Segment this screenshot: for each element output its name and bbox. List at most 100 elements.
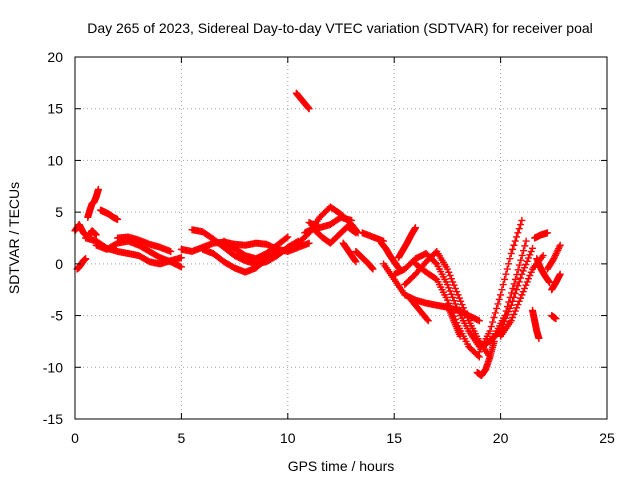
data-point xyxy=(424,317,432,325)
data-point xyxy=(514,229,522,237)
data-point xyxy=(449,278,457,286)
data-point xyxy=(443,281,451,289)
series-arc-p xyxy=(339,239,360,266)
data-point xyxy=(498,286,506,294)
data-point xyxy=(454,291,462,299)
data-point xyxy=(518,270,526,278)
data-point xyxy=(510,310,518,318)
y-axis-ticks: -15 -10 -5 0 5 10 15 20 xyxy=(43,49,607,427)
y-tick-label: -5 xyxy=(51,308,64,324)
series-arc-k xyxy=(220,233,292,263)
chart-title: Day 265 of 2023, Sidereal Day-to-day VTE… xyxy=(87,20,593,36)
data-point xyxy=(445,268,453,276)
series-arc-d xyxy=(97,206,122,223)
data-point xyxy=(457,297,465,305)
data-point xyxy=(518,251,526,259)
data-point xyxy=(507,250,515,258)
y-tick-label: 15 xyxy=(47,101,63,117)
data-point xyxy=(272,248,280,256)
data-point xyxy=(525,254,533,262)
data-point xyxy=(450,297,458,305)
data-point xyxy=(523,278,531,286)
x-tick-label: 15 xyxy=(386,430,402,446)
data-point xyxy=(453,303,461,311)
series-arc-aj xyxy=(548,270,564,294)
y-tick-label: 5 xyxy=(55,204,63,220)
data-point xyxy=(523,257,531,265)
data-point xyxy=(519,247,527,255)
data-point xyxy=(507,301,515,309)
data-point xyxy=(513,304,521,312)
data-point xyxy=(509,284,517,292)
data-point xyxy=(167,247,175,255)
data-point xyxy=(456,332,464,340)
series-arc-v xyxy=(390,250,483,351)
data-point xyxy=(82,255,90,263)
data-point xyxy=(521,284,529,292)
data-point xyxy=(522,281,530,289)
data-point xyxy=(526,251,534,259)
series-arc-q xyxy=(358,229,388,245)
data-point xyxy=(515,278,523,286)
data-point xyxy=(511,237,519,245)
data-point xyxy=(495,295,503,303)
data-point xyxy=(348,216,356,224)
series-arc-af xyxy=(529,306,543,342)
data-point xyxy=(552,315,560,323)
series-arc-ae xyxy=(497,252,547,340)
data-point xyxy=(501,317,509,325)
data-point xyxy=(521,242,529,250)
data-point xyxy=(462,310,470,318)
data-point xyxy=(525,275,533,283)
series-arc-ag xyxy=(531,229,551,242)
data-point xyxy=(506,255,514,263)
y-tick-label: -15 xyxy=(43,411,63,427)
y-tick-label: 10 xyxy=(47,152,63,168)
data-point xyxy=(446,287,454,295)
data-point xyxy=(518,216,526,224)
data-point xyxy=(513,286,521,294)
data-point xyxy=(509,314,517,322)
series-arc-b xyxy=(73,255,90,273)
data-point xyxy=(177,254,185,262)
data-point xyxy=(517,294,525,302)
data-point xyxy=(489,318,497,326)
data-point xyxy=(514,282,522,290)
data-point xyxy=(282,234,290,242)
series-arc-o xyxy=(305,213,356,232)
data-point xyxy=(518,291,526,299)
series-arc-ak xyxy=(548,312,560,323)
data-point xyxy=(369,265,377,273)
data-point xyxy=(510,280,518,288)
data-point xyxy=(499,281,507,289)
data-point xyxy=(510,293,518,301)
data-point xyxy=(451,284,459,292)
data-point xyxy=(509,297,517,305)
y-axis-label: SDTVAR / TECUs xyxy=(6,182,22,294)
data-point xyxy=(177,263,185,271)
data-point xyxy=(517,274,525,282)
data-point xyxy=(447,275,455,283)
data-point xyxy=(351,228,359,236)
data-point xyxy=(92,231,100,239)
x-tick-label: 25 xyxy=(599,430,615,446)
data-point xyxy=(94,185,102,193)
data-point xyxy=(519,288,527,296)
data-point xyxy=(431,259,439,267)
data-point xyxy=(519,267,527,275)
y-tick-label: 0 xyxy=(55,256,63,272)
series-arc-ab xyxy=(475,216,526,356)
data-point xyxy=(475,317,483,325)
x-axis-label: GPS time / hours xyxy=(288,458,395,474)
data-point xyxy=(517,256,525,264)
data-point xyxy=(305,105,313,113)
data-point xyxy=(450,281,458,289)
series-arc-g xyxy=(114,233,175,255)
x-axis-ticks: 0 5 10 15 20 25 xyxy=(71,57,615,446)
series-arc-t xyxy=(394,224,419,262)
data-point xyxy=(515,261,523,269)
data-point xyxy=(501,275,509,283)
data-point xyxy=(459,304,467,312)
data-point xyxy=(490,314,498,322)
data-point xyxy=(455,294,463,302)
